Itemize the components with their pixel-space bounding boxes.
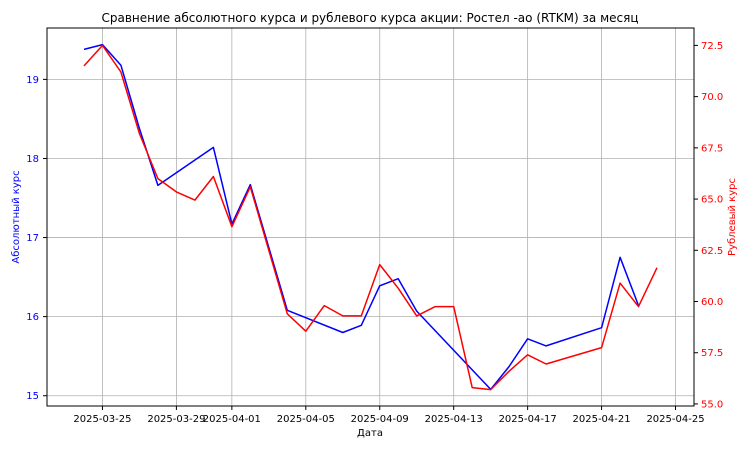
x-tick-label: 2025-03-29 (147, 414, 205, 425)
series-line-absolute (83, 43, 640, 391)
grid (47, 28, 694, 406)
y-right-tick-label: 72.5 (701, 41, 723, 52)
x-tick-label: 2025-03-25 (73, 414, 131, 425)
series-layer (83, 43, 658, 391)
y-right-tick-label: 62.5 (701, 246, 723, 257)
y-axis-right-title: Рублевый курс (727, 178, 738, 256)
y-left-tick-label: 19 (26, 75, 39, 86)
y-left-tick-label: 18 (26, 154, 39, 165)
series-line-ruble (83, 44, 658, 391)
x-tick-label: 2025-04-13 (425, 414, 483, 425)
x-axis-title: Дата (357, 428, 383, 439)
y-right-tick-label: 67.5 (701, 143, 723, 154)
x-tick-label: 2025-04-01 (203, 414, 261, 425)
y-right-tick-label: 57.5 (701, 348, 723, 359)
x-tick-label: 2025-04-21 (573, 414, 631, 425)
y-right-tick-label: 65.0 (701, 195, 723, 206)
chart-title: Сравнение абсолютного курса и рублевого … (102, 11, 639, 25)
y-left-tick-label: 15 (26, 391, 39, 402)
y-axis-left: 15 16 17 18 19 (26, 75, 47, 402)
y-right-tick-label: 55.0 (701, 399, 723, 410)
x-tick-label: 2025-04-05 (277, 414, 335, 425)
x-tick-label: 2025-04-17 (499, 414, 557, 425)
y-left-tick-label: 17 (26, 233, 39, 244)
y-left-tick-label: 16 (26, 312, 39, 323)
y-right-tick-label: 60.0 (701, 297, 723, 308)
x-tick-label: 2025-04-25 (646, 414, 704, 425)
x-tick-label: 2025-04-09 (351, 414, 409, 425)
y-axis-left-title: Абсолютный курс (11, 170, 22, 263)
y-right-tick-label: 70.0 (701, 92, 723, 103)
y-axis-right: 55.0 57.5 60.0 62.5 65.0 67.5 70.0 72.5 (694, 41, 723, 410)
plot-frame (46, 27, 695, 407)
